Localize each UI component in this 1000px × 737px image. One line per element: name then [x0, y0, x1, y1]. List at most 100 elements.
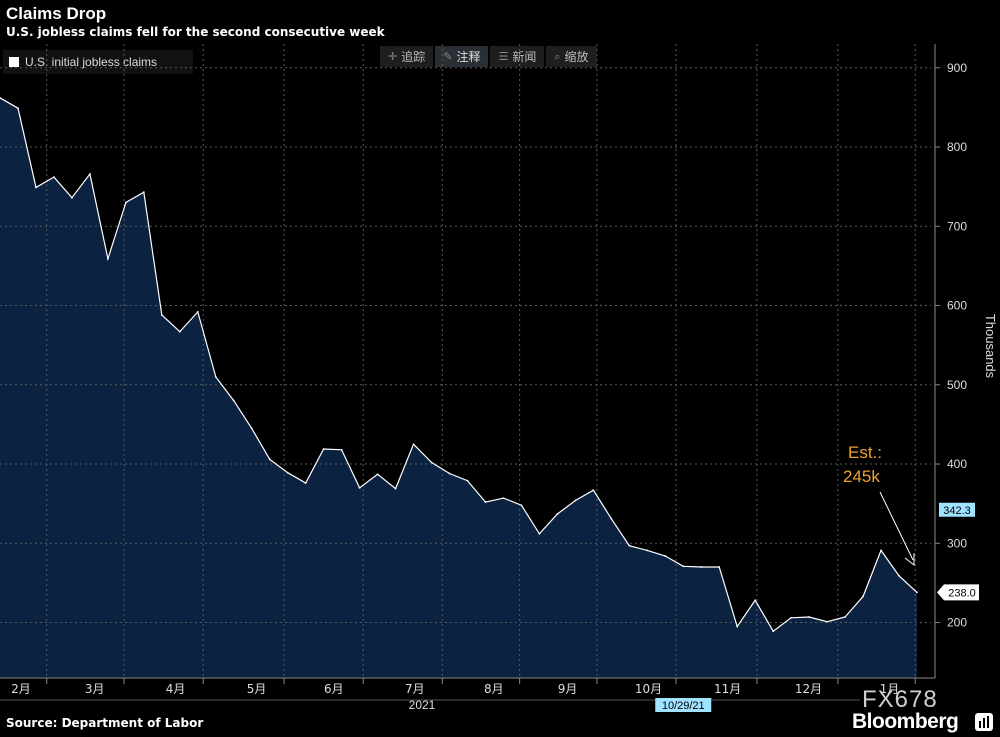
- data-point: [754, 599, 757, 602]
- data-point: [502, 497, 505, 500]
- value-tag-label: 342.3: [943, 505, 971, 517]
- y-tick-label: 400: [947, 457, 967, 471]
- data-point: [772, 630, 775, 633]
- x-tick-label: 11月: [714, 682, 741, 696]
- data-point: [574, 499, 577, 502]
- x-tick-label: 9月: [558, 682, 578, 696]
- zoom-label: 缩放: [564, 50, 589, 64]
- data-point: [736, 625, 739, 628]
- data-point: [196, 310, 199, 313]
- data-point: [628, 544, 631, 547]
- data-point: [898, 574, 900, 577]
- track-label: 追踪: [401, 50, 426, 64]
- watermark: FX678: [862, 686, 938, 713]
- annotation-arrow-head: [904, 553, 915, 567]
- data-point: [322, 448, 325, 450]
- x-tick-label: 7月: [405, 682, 425, 696]
- data-point: [520, 504, 523, 507]
- track-button[interactable]: ✛ 追踪: [380, 46, 434, 67]
- source-note: Source: Department of Labor: [6, 716, 204, 730]
- data-point: [71, 196, 73, 199]
- data-point: [610, 517, 613, 520]
- data-point: [880, 549, 882, 552]
- data-point: [700, 566, 703, 568]
- y-tick-label: 800: [947, 140, 967, 154]
- value-tag-bg: [939, 502, 975, 517]
- y-axis-title: Thousands: [983, 314, 998, 379]
- data-point: [484, 501, 487, 503]
- x-tick-label: 8月: [484, 682, 504, 696]
- x-tick-label: 1月: [880, 682, 900, 696]
- y-tick-label: 900: [947, 61, 967, 75]
- date-tag-label: 10/29/21: [662, 700, 705, 712]
- data-point: [808, 616, 811, 618]
- news-icon: ☰: [498, 50, 509, 63]
- x-tick-label: 6月: [324, 682, 344, 696]
- x-tick-label: 3月: [85, 682, 105, 696]
- series-line: [0, 97, 918, 633]
- data-point: [232, 399, 235, 402]
- data-point: [53, 176, 55, 179]
- legend: U.S. initial jobless claims: [3, 50, 193, 74]
- legend-swatch: [9, 57, 19, 67]
- terminal-icon: [975, 713, 993, 731]
- y-tick-label: 500: [947, 378, 967, 392]
- data-point: [106, 257, 109, 260]
- series-area: [0, 97, 917, 678]
- data-point: [340, 448, 343, 451]
- data-point: [664, 555, 667, 557]
- y-tick-label: 300: [947, 536, 967, 550]
- last-value-tag-label: 238.0: [948, 587, 976, 599]
- data-point: [466, 479, 469, 482]
- data-point: [17, 107, 19, 110]
- data-point: [0, 96, 1, 99]
- data-point: [790, 616, 793, 619]
- y-tick-label: 200: [947, 616, 967, 630]
- data-point: [862, 595, 864, 598]
- chart-title: Claims Drop: [6, 4, 107, 23]
- last-value-tag-bg: [937, 584, 979, 601]
- chart-subtitle: U.S. jobless claims fell for the second …: [6, 25, 385, 39]
- crosshair-icon: ✛: [388, 50, 398, 63]
- news-button[interactable]: ☰ 新闻: [490, 46, 545, 67]
- data-point: [35, 186, 37, 189]
- data-point: [178, 330, 181, 333]
- data-point: [286, 471, 289, 474]
- brand-logo: Bloomberg: [852, 710, 959, 733]
- pencil-icon: ✎: [443, 50, 453, 63]
- data-point: [826, 620, 828, 623]
- data-point: [718, 566, 721, 568]
- x-tick-label: 4月: [166, 682, 186, 696]
- data-point: [394, 487, 397, 490]
- data-point: [412, 443, 415, 446]
- data-point: [142, 191, 145, 194]
- data-point: [358, 486, 361, 489]
- annotate-button[interactable]: ✎ 注释: [435, 46, 489, 67]
- date-tag-bg: [655, 698, 712, 712]
- estimate-annotation-line1: Est.:: [848, 443, 882, 462]
- data-point: [250, 427, 253, 430]
- data-point: [214, 375, 217, 378]
- zoom-icon: ⌕: [554, 49, 561, 63]
- data-point: [682, 565, 685, 568]
- data-point: [448, 472, 451, 475]
- data-point: [304, 482, 307, 484]
- y-tick-label: 600: [947, 299, 967, 313]
- annotation-arrow-line: [879, 491, 914, 561]
- annotate-label: 注释: [456, 50, 481, 64]
- x-tick-label: 12月: [795, 682, 822, 696]
- data-point: [916, 591, 918, 594]
- chart-toolbar: ✛ 追踪 ✎ 注释 ☰ 新闻 ⌕ 缩放: [380, 46, 597, 67]
- data-point: [430, 461, 433, 464]
- zoom-button[interactable]: ⌕ 缩放: [546, 46, 597, 67]
- y-tick-label: 700: [947, 219, 967, 233]
- data-point: [844, 616, 846, 618]
- estimate-annotation-line2: 245k: [843, 467, 880, 486]
- data-point: [124, 201, 127, 204]
- data-point: [592, 489, 595, 492]
- x-year-label: 2021: [409, 698, 436, 712]
- data-point: [89, 173, 91, 175]
- data-point: [646, 549, 649, 552]
- news-label: 新闻: [512, 50, 537, 64]
